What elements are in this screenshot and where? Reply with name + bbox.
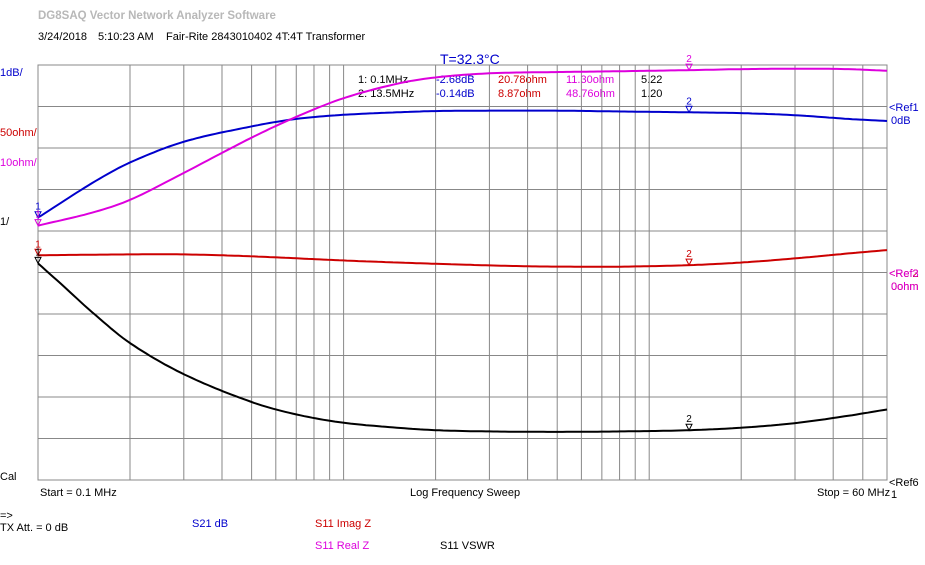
marker-2-real: 48.76ohm (566, 88, 615, 100)
trace-imag (37, 249, 888, 268)
marker-1-s21-label: 1 (35, 202, 41, 213)
marker-2-imag-icon (685, 258, 693, 267)
marker-1-vswr-label: 1 (35, 247, 41, 258)
measurement-date: 3/24/2018 (38, 31, 87, 43)
marker-2-real-label: 2 (686, 54, 692, 65)
cal-label: Cal (0, 471, 17, 483)
trace-vswr (37, 262, 888, 433)
marker-2-vswr-label: 2 (686, 414, 692, 425)
marker-1-real-label: 1 (35, 210, 41, 221)
legend-real-z[interactable]: S11 Real Z (315, 540, 370, 552)
ref2-value: 0ohm (891, 281, 919, 293)
marker-2-s21-icon (685, 105, 693, 114)
ref6-sub: 1 (891, 489, 898, 501)
legend-s21[interactable]: S21 dB (192, 518, 229, 530)
marker-2-s21: -0.14dB (436, 88, 475, 100)
marker-symbols: 1 2 1 2 1 2 1 2 (34, 54, 693, 432)
trace-s21 (37, 109, 888, 219)
marker-2-s21-label: 2 (686, 96, 692, 107)
device-title: Fair-Rite 2843010402 4T:4T Transformer (166, 31, 366, 43)
marker-2-real-icon (685, 63, 693, 72)
arrow-indicator: => (0, 510, 13, 522)
grid-lines (38, 65, 887, 480)
scale-real: 10ohm/ (0, 157, 37, 169)
marker-2-vswr: 1.20 (641, 88, 663, 100)
ref3-label: <Ref3 (889, 268, 919, 280)
stop-frequency: Stop = 60 MHz (817, 487, 891, 499)
ref1-label: <Ref1 (889, 102, 919, 114)
ref6-label: <Ref6 (889, 477, 919, 489)
start-frequency: Start = 0.1 MHz (40, 487, 117, 499)
marker-2-vswr-icon (685, 423, 693, 432)
tx-attenuation: TX Att. = 0 dB (0, 522, 69, 534)
scale-vswr: 1/ (0, 216, 10, 228)
marker-2-label: 2: 13.5MHz (358, 88, 415, 100)
marker-2-imag: 8.87ohm (498, 88, 541, 100)
traces (37, 67, 888, 433)
measurement-time: 5:10:23 AM (98, 31, 154, 43)
marker-1-real-icon (34, 219, 42, 227)
trace-real (37, 67, 888, 227)
marker-1-vswr-icon (34, 256, 42, 265)
ref2-label: <Ref2 (889, 268, 919, 280)
marker-1-s21-icon (34, 211, 42, 219)
marker-1-imag-label: 1 (35, 239, 41, 250)
ref3-value: 0ohm (891, 281, 919, 293)
legend-vswr[interactable]: S11 VSWR (440, 540, 495, 552)
legend-imag-z[interactable]: S11 Imag Z (315, 518, 372, 530)
sweep-mode: Log Frequency Sweep (410, 487, 521, 499)
ref1-value: 0dB (891, 115, 911, 127)
scale-s21: 1dB/ (0, 67, 23, 79)
scale-imag: 50ohm/ (0, 127, 37, 139)
app-title: DG8SAQ Vector Network Analyzer Software (38, 10, 276, 22)
marker-1-imag-icon (34, 248, 42, 257)
marker-2-imag-label: 2 (686, 249, 692, 260)
marker-1-imag: 20.78ohm (498, 74, 547, 86)
marker-1-vswr: 5.22 (641, 74, 663, 86)
temperature-label: T=32.3°C (440, 51, 500, 67)
marker-1-label: 1: 0.1MHz (358, 74, 409, 86)
